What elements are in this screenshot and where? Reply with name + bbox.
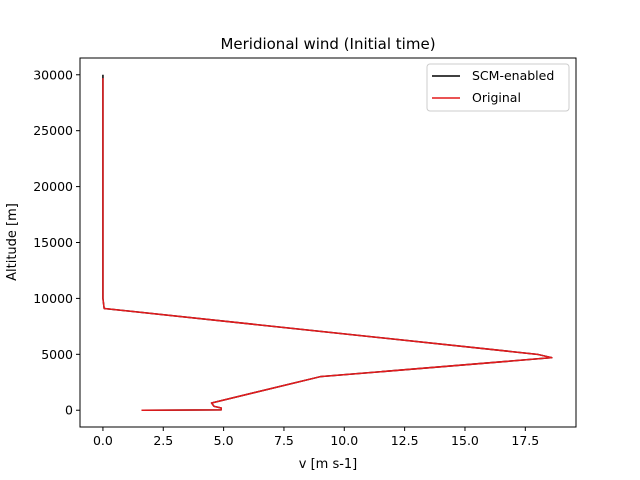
- x-axis: 0.0 2.5 5.0 7.5 10.0 12.5 15.0 17.5: [93, 427, 539, 448]
- x-tick-label: 7.5: [274, 433, 294, 448]
- series-line-original: [102, 78, 553, 411]
- x-tick-label: 2.5: [153, 433, 173, 448]
- plot-lines: [102, 74, 553, 411]
- chart-title: Meridional wind (Initial time): [220, 35, 435, 53]
- x-tick-label: 12.5: [391, 433, 419, 448]
- y-tick-label: 10000: [33, 291, 73, 306]
- x-tick-label: 10.0: [330, 433, 358, 448]
- x-tick-label: 0.0: [93, 433, 113, 448]
- x-tick-label: 5.0: [214, 433, 234, 448]
- y-tick-label: 5000: [41, 347, 73, 362]
- legend-box: [426, 63, 570, 112]
- x-tick-label: 17.5: [511, 433, 539, 448]
- legend: SCM-enabled Original: [426, 63, 570, 112]
- y-tick-label: 15000: [33, 235, 73, 250]
- y-axis: 0 5000 10000 15000 20000 25000 30000: [33, 67, 80, 418]
- y-tick-label: 25000: [33, 123, 73, 138]
- y-tick-label: 20000: [33, 179, 73, 194]
- y-tick-label: 0: [65, 403, 73, 418]
- y-axis-label: Altitude [m]: [5, 203, 20, 281]
- legend-label-scm-enabled: SCM-enabled: [472, 68, 554, 83]
- y-tick-label: 30000: [33, 67, 73, 82]
- x-axis-label: v [m s-1]: [299, 457, 358, 472]
- legend-label-original: Original: [472, 90, 521, 105]
- x-tick-label: 15.0: [451, 433, 479, 448]
